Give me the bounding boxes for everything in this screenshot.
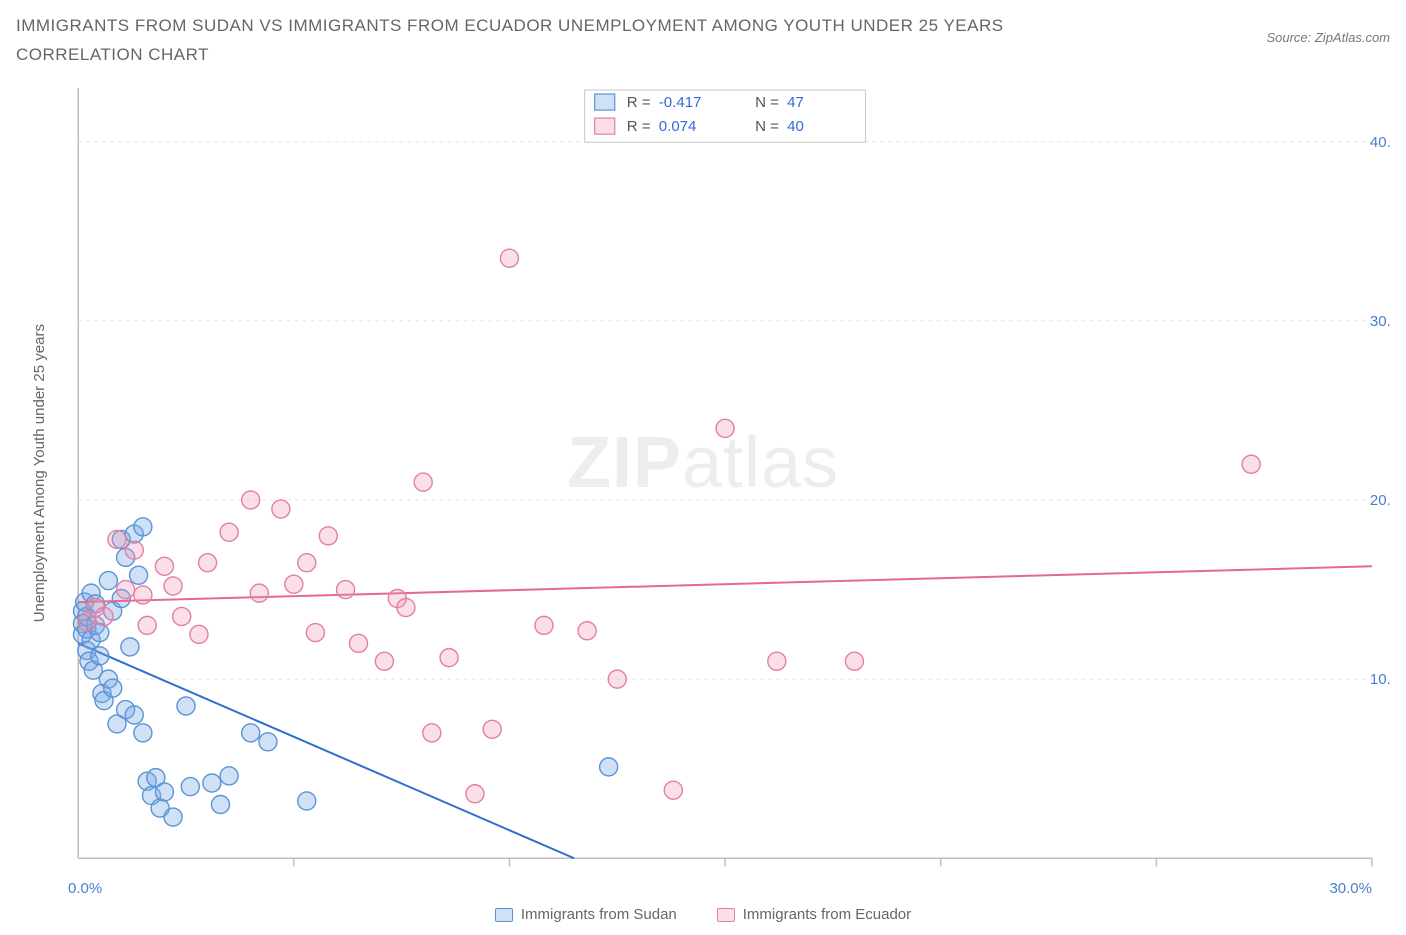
svg-text:R = -0.417: R = -0.417 [627,94,702,111]
chart-title: IMMIGRANTS FROM SUDAN VS IMMIGRANTS FROM… [16,12,1116,70]
legend-item-sudan: Immigrants from Sudan [495,906,677,923]
legend-label: Immigrants from Sudan [521,906,677,923]
svg-text:N = 40: N = 40 [755,118,804,135]
x-min-label: 0.0% [68,880,102,897]
svg-text:Unemployment Among Youth under: Unemployment Among Youth under 25 years [31,324,48,622]
svg-text:N = 47: N = 47 [755,94,804,111]
svg-text:40.0%: 40.0% [1370,134,1390,151]
legend-swatch-icon [495,908,513,922]
legend-swatch-icon [717,908,735,922]
svg-text:30.0%: 30.0% [1370,313,1390,330]
series-legend: Immigrants from Sudan Immigrants from Ec… [16,906,1390,923]
legend-label: Immigrants from Ecuador [743,906,911,923]
svg-text:10.0%: 10.0% [1370,671,1390,688]
x-axis-corner-labels: 0.0% 30.0% [16,880,1390,902]
chart-container: 10.0% 20.0% 30.0% 40.0% Unemployment Among Y… [16,78,1390,880]
scatter-chart: 10.0% 20.0% 30.0% 40.0% Unemployment Among Y… [16,78,1390,880]
source-credit: Source: ZipAtlas.com [1266,30,1390,45]
header-row: IMMIGRANTS FROM SUDAN VS IMMIGRANTS FROM… [16,12,1390,70]
legend-item-ecuador: Immigrants from Ecuador [717,906,911,923]
x-max-label: 30.0% [1329,880,1372,897]
svg-text:20.0%: 20.0% [1370,492,1390,509]
svg-text:R = 0.074: R = 0.074 [627,118,697,135]
